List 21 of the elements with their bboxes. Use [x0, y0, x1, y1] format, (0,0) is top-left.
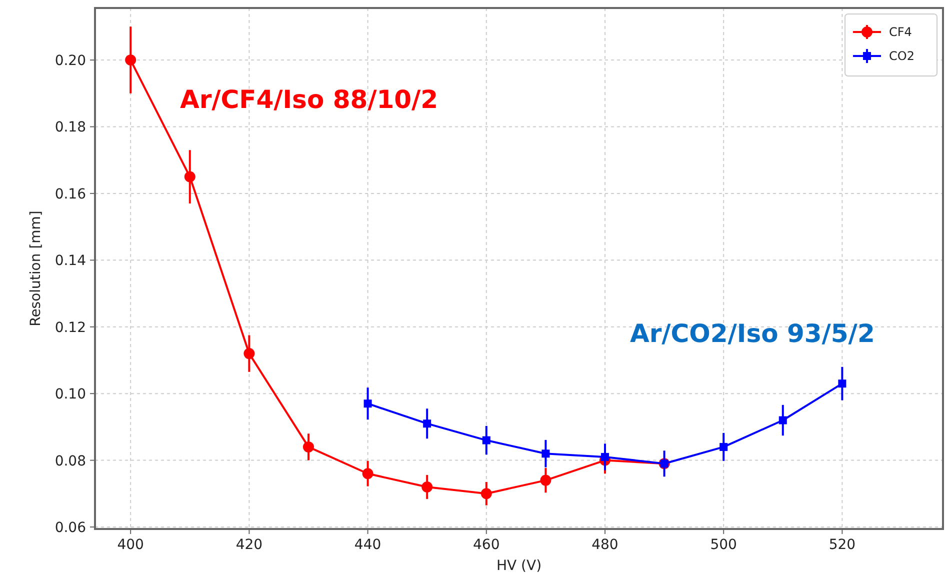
- x-tick-label: 520: [828, 537, 856, 553]
- x-tick-label: 500: [710, 537, 737, 553]
- x-tick-label: 440: [354, 537, 382, 553]
- y-tick-label: 0.06: [54, 520, 86, 536]
- annotation: Ar/CO2/Iso 93/5/2: [630, 319, 875, 348]
- y-tick-label: 0.20: [54, 53, 86, 70]
- x-tick-label: 480: [592, 537, 618, 553]
- x-tick-label: 400: [117, 537, 144, 553]
- x-tick-label: 420: [236, 537, 263, 553]
- y-tick-label: 0.12: [54, 320, 86, 336]
- y-tick-label: 0.14: [54, 253, 86, 270]
- x-tick-label: 460: [473, 537, 500, 553]
- y-tick-label: 0.10: [54, 386, 86, 403]
- annotation: Ar/CF4/Iso 88/10/2: [180, 85, 438, 114]
- y-tick-label: 0.18: [54, 120, 86, 136]
- y-tick-label: 0.08: [54, 453, 86, 470]
- legend-label: CO2: [889, 49, 914, 63]
- legend-label: CF4: [889, 25, 912, 39]
- y-tick-label: 0.16: [54, 186, 86, 202]
- y-axis-title: Resolution [mm]: [28, 210, 44, 326]
- x-axis-title: HV (V): [496, 558, 542, 574]
